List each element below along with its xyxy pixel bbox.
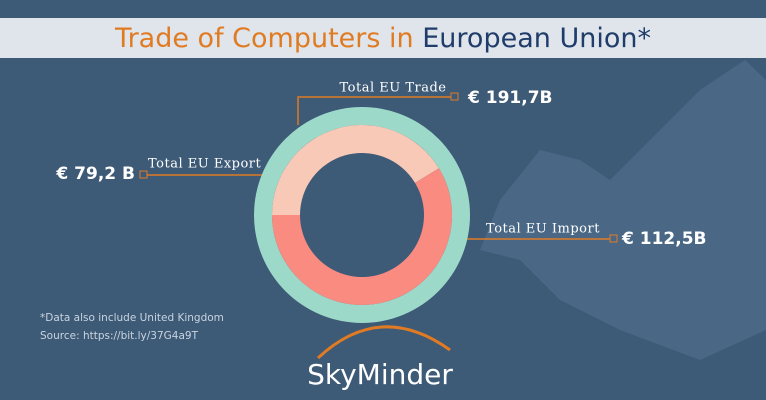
donut	[254, 107, 470, 323]
chart-title: Trade of Computers in European Union*	[114, 23, 651, 54]
value-label: € 79,2 B	[55, 164, 135, 184]
total-label: Total EU Trade	[340, 81, 447, 96]
title-part: European Union*	[422, 23, 651, 54]
source-note: Source: https://bit.ly/37G4a9T	[40, 330, 199, 342]
value-label: € 112,5B	[621, 229, 706, 249]
total-value-label: € 191,7B	[467, 88, 552, 108]
leader-marker	[139, 170, 148, 179]
donut-segment	[272, 125, 439, 215]
donut-segment	[272, 168, 452, 306]
leader-marker	[609, 234, 618, 243]
category-label: Total EU Import	[486, 222, 600, 237]
title-bar	[0, 18, 766, 58]
brand-logo: SkyMinder	[307, 358, 453, 391]
title-part: Trade of Computers in	[114, 23, 414, 54]
footnote: *Data also include United Kingdom	[40, 312, 224, 324]
leader-marker	[450, 92, 459, 101]
category-label: Total EU Export	[148, 157, 262, 172]
map-decoration	[480, 60, 766, 360]
logo-arc	[316, 325, 451, 360]
leader-line	[297, 96, 451, 125]
